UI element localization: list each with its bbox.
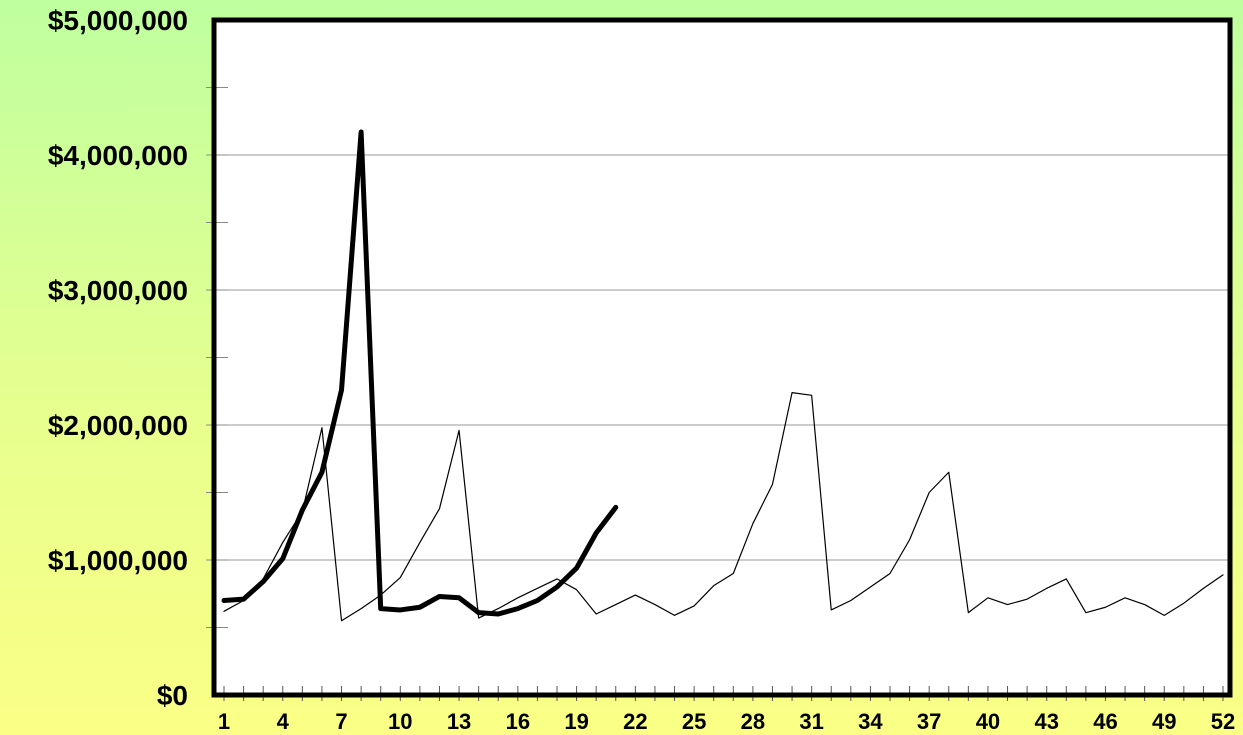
y-tick-label: $0 <box>157 680 188 711</box>
x-tick-label: 52 <box>1211 709 1235 734</box>
x-tick-label: 22 <box>623 709 647 734</box>
gridlines <box>214 154 1230 561</box>
x-tick-label: 10 <box>388 709 412 734</box>
thick-series-line <box>221 129 619 617</box>
plot-border <box>211 17 1233 698</box>
x-tick-label: 37 <box>917 709 941 734</box>
plot-area <box>214 20 1230 695</box>
x-tick-label: 31 <box>799 709 823 734</box>
y-tick-label: $2,000,000 <box>48 410 188 441</box>
x-tick-label: 49 <box>1152 709 1176 734</box>
x-tick-label: 13 <box>447 709 471 734</box>
x-tick-label: 43 <box>1034 709 1058 734</box>
y-axis-labels: $0 $1,000,000 $2,000,000 $3,000,000 $4,000,0… <box>48 5 188 711</box>
x-tick-label: 19 <box>564 709 588 734</box>
x-tick-label: 28 <box>741 709 765 734</box>
x-tick-label: 46 <box>1093 709 1117 734</box>
series-layer <box>221 129 1224 622</box>
y-tick-label: $4,000,000 <box>48 140 188 171</box>
x-axis-labels: 1 4 7 10 13 16 19 22 25 28 31 34 37 40 43 46 49 52 <box>218 709 1235 734</box>
y-tick-label: $5,000,000 <box>48 5 188 36</box>
y-tick-label: $3,000,000 <box>48 275 188 306</box>
y-tick-label: $1,000,000 <box>48 545 188 576</box>
x-tick-label: 25 <box>682 709 706 734</box>
x-tick-label: 34 <box>858 709 883 734</box>
y-minor-ticks <box>206 87 228 628</box>
x-tick-label: 4 <box>277 709 290 734</box>
x-tick-label: 40 <box>976 709 1000 734</box>
x-tick-label: 7 <box>335 709 347 734</box>
x-tick-label: 1 <box>218 709 230 734</box>
thin-series-line <box>223 392 1224 622</box>
x-tick-label: 16 <box>506 709 530 734</box>
